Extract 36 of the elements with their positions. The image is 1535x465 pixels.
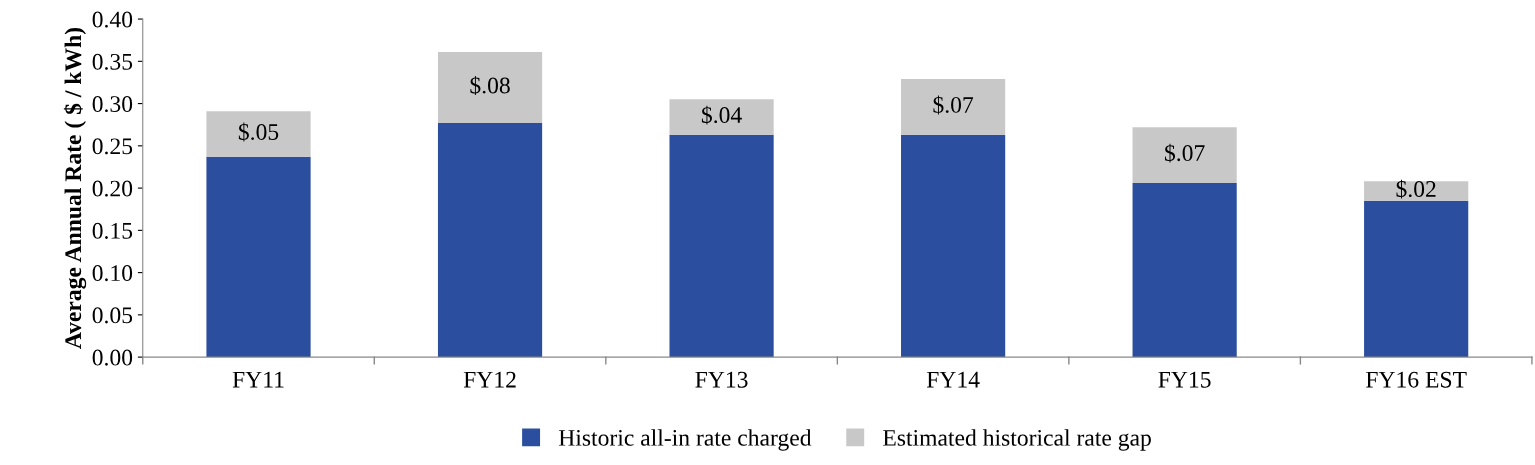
y-tick-label: 0.30 xyxy=(92,96,133,113)
legend-label: Historic all-in rate charged xyxy=(558,429,812,451)
bar xyxy=(901,134,1006,358)
x-tick-label: FY13 xyxy=(695,371,748,388)
legend-label: Estimated historical rate gap xyxy=(883,429,1151,451)
bar xyxy=(901,79,1006,135)
x-tick-label: FY16 EST xyxy=(1366,371,1467,388)
y-tick-label: 0.40 xyxy=(92,11,133,28)
data-label: $.08 xyxy=(470,76,510,95)
x-tick-label: FY12 xyxy=(463,371,516,388)
data-label: $.05 xyxy=(238,122,279,142)
bar xyxy=(1364,200,1469,358)
y-tick-label: 0.20 xyxy=(92,180,133,197)
bar xyxy=(1364,181,1469,201)
x-tick-label: FY14 xyxy=(926,371,980,388)
y-tick-label: 0.05 xyxy=(92,307,133,324)
bar xyxy=(1132,127,1237,184)
y-axis-title: Average Annual Rate ( $ / kWh) xyxy=(63,28,87,349)
data-label: $.02 xyxy=(1396,179,1436,199)
data-label: $.04 xyxy=(701,105,742,125)
data-label: $.07 xyxy=(1164,143,1205,163)
bar xyxy=(669,99,774,135)
bar xyxy=(437,123,543,358)
y-tick-label: 0.25 xyxy=(92,138,133,155)
y-tick-label: 0.00 xyxy=(92,349,133,366)
y-tick-label: 0.15 xyxy=(92,222,133,239)
bar xyxy=(206,111,311,157)
y-tick-label: 0.10 xyxy=(92,265,133,282)
bar xyxy=(206,156,311,358)
y-tick-label: 0.35 xyxy=(92,53,133,70)
x-tick-label: FY11 xyxy=(232,371,284,388)
x-tick-label: FY15 xyxy=(1158,371,1211,388)
data-label: $.07 xyxy=(933,95,974,115)
bar xyxy=(1132,183,1237,358)
bar xyxy=(437,52,543,124)
bar xyxy=(669,134,774,358)
